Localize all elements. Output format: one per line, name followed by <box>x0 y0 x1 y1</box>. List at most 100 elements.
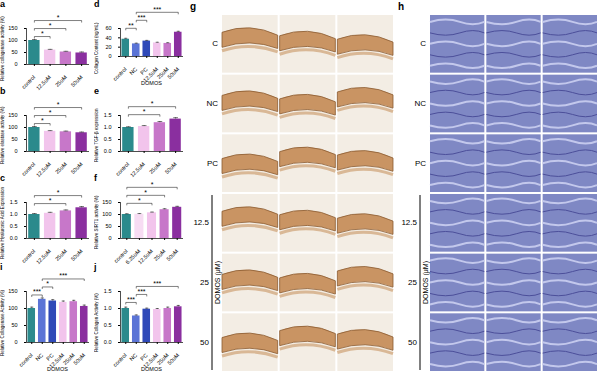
svg-text:100: 100 <box>8 305 17 311</box>
svg-text:150: 150 <box>8 112 17 118</box>
svg-text:*: * <box>143 108 146 115</box>
svg-text:1.5: 1.5 <box>104 288 112 294</box>
svg-text:***: *** <box>33 288 41 295</box>
svg-text:150: 150 <box>8 288 17 294</box>
svg-text:***: *** <box>59 272 67 279</box>
svg-text:***: *** <box>137 288 145 295</box>
svg-text:150: 150 <box>8 25 17 31</box>
svg-text:0: 0 <box>108 53 111 59</box>
svg-text:0: 0 <box>14 61 17 67</box>
svg-text:25uM: 25uM <box>148 161 162 175</box>
svg-text:h: h <box>398 1 404 12</box>
svg-text:50uM: 50uM <box>166 352 180 366</box>
svg-text:0.0: 0.0 <box>104 339 112 345</box>
svg-text:PC: PC <box>415 159 426 168</box>
svg-text:50uM: 50uM <box>164 161 178 175</box>
svg-text:*: * <box>144 189 147 196</box>
svg-text:1.0: 1.0 <box>10 211 18 217</box>
svg-text:0.5: 0.5 <box>104 322 112 328</box>
svg-text:0.5: 0.5 <box>104 136 112 142</box>
svg-text:50: 50 <box>105 223 111 229</box>
svg-text:50uM: 50uM <box>72 352 86 366</box>
svg-text:control: control <box>112 66 128 82</box>
svg-text:50uM: 50uM <box>70 161 84 175</box>
svg-text:NC: NC <box>128 352 138 362</box>
svg-text:50uM: 50uM <box>166 66 180 80</box>
svg-text:50: 50 <box>11 49 17 55</box>
svg-text:***: *** <box>153 6 161 13</box>
svg-text:1.5: 1.5 <box>10 199 18 205</box>
svg-text:*: * <box>138 197 141 204</box>
svg-text:***: *** <box>137 14 145 21</box>
svg-text:*: * <box>57 14 60 21</box>
svg-text:12.5: 12.5 <box>193 218 209 227</box>
svg-text:*: * <box>49 197 52 204</box>
svg-text:12.5uM: 12.5uM <box>129 161 147 179</box>
svg-text:12.5uM: 12.5uM <box>137 248 155 266</box>
svg-text:60: 60 <box>105 25 111 31</box>
svg-text:50: 50 <box>200 338 209 347</box>
svg-text:*: * <box>41 30 44 37</box>
svg-text:NC: NC <box>414 99 426 108</box>
svg-text:C: C <box>420 39 426 48</box>
svg-text:1.5: 1.5 <box>104 112 112 118</box>
svg-text:50uM: 50uM <box>165 248 179 262</box>
svg-text:NC: NC <box>34 352 44 362</box>
svg-text:50: 50 <box>11 136 17 142</box>
svg-text:C: C <box>212 39 218 48</box>
svg-text:*: * <box>57 189 60 196</box>
svg-text:*: * <box>49 109 52 116</box>
svg-text:25: 25 <box>408 278 417 287</box>
svg-text:*: * <box>46 280 49 287</box>
svg-text:0.0: 0.0 <box>10 235 18 241</box>
svg-text:***: *** <box>153 280 161 287</box>
svg-text:DOMOS (μM): DOMOS (μM) <box>214 261 222 304</box>
svg-text:***: *** <box>127 296 135 303</box>
svg-text:*: * <box>41 117 44 124</box>
svg-text:40: 40 <box>105 35 111 41</box>
svg-text:12.5: 12.5 <box>401 218 417 227</box>
svg-text:50: 50 <box>408 338 417 347</box>
svg-text:50uM: 50uM <box>70 248 84 262</box>
svg-text:control: control <box>112 248 129 264</box>
svg-text:25uM: 25uM <box>153 248 167 262</box>
svg-text:12.5uM: 12.5uM <box>35 74 53 92</box>
svg-text:50: 50 <box>11 322 17 328</box>
svg-text:control: control <box>18 352 34 368</box>
svg-text:0: 0 <box>14 339 17 345</box>
svg-text:12.5uM: 12.5uM <box>35 161 53 179</box>
svg-text:control: control <box>20 74 36 90</box>
svg-text:6.25uM: 6.25uM <box>124 248 142 266</box>
svg-text:NC: NC <box>206 99 218 108</box>
svg-text:control: control <box>20 248 36 264</box>
svg-text:**: ** <box>128 22 134 29</box>
svg-text:25: 25 <box>200 278 209 287</box>
svg-text:g: g <box>190 1 196 12</box>
svg-text:control: control <box>20 161 36 177</box>
svg-text:*: * <box>151 181 154 188</box>
svg-text:25uM: 25uM <box>54 248 68 262</box>
svg-text:PC: PC <box>207 159 218 168</box>
svg-text:control: control <box>112 352 128 368</box>
svg-text:100: 100 <box>8 124 17 130</box>
svg-text:0.5: 0.5 <box>10 223 18 229</box>
svg-text:100: 100 <box>102 211 111 217</box>
svg-text:25uM: 25uM <box>54 161 68 175</box>
svg-text:DOMOS (μM): DOMOS (μM) <box>422 261 430 304</box>
svg-text:25uM: 25uM <box>54 74 68 88</box>
svg-text:1.0: 1.0 <box>104 124 112 130</box>
svg-text:*: * <box>151 100 154 107</box>
svg-text:NC: NC <box>128 66 138 76</box>
svg-text:0: 0 <box>14 148 17 154</box>
svg-text:150: 150 <box>102 199 111 205</box>
svg-text:100: 100 <box>8 37 17 43</box>
svg-text:0.0: 0.0 <box>104 148 112 154</box>
svg-text:0: 0 <box>108 235 111 241</box>
svg-text:50uM: 50uM <box>70 74 84 88</box>
svg-text:control: control <box>114 161 130 177</box>
svg-text:*: * <box>57 101 60 108</box>
svg-text:20: 20 <box>105 44 111 50</box>
svg-text:12.5uM: 12.5uM <box>35 248 53 266</box>
svg-text:1.0: 1.0 <box>104 305 112 311</box>
svg-text:*: * <box>49 22 52 29</box>
